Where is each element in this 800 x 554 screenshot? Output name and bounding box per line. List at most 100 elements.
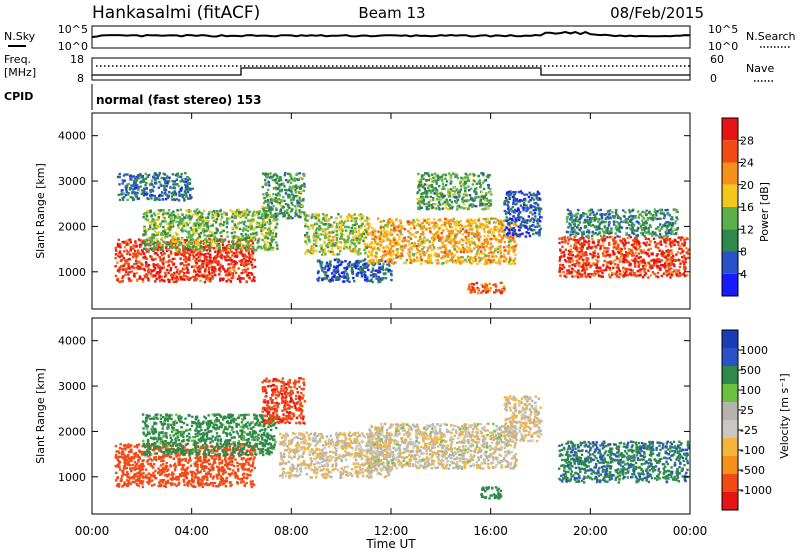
power-echo-cell [204, 252, 207, 256]
power-echo-cell [170, 198, 174, 201]
power-echo-cell [479, 197, 482, 200]
power-echo-cell [453, 254, 457, 257]
power-echo-cell [506, 219, 510, 222]
power-echo-cell [170, 252, 173, 255]
power-echo-cell [538, 228, 541, 232]
power-echo-cell [268, 247, 272, 250]
power-echo-cell [384, 224, 387, 227]
power-echo-cell [195, 242, 198, 246]
power-echo-cell [437, 262, 440, 265]
power-echo-cell [437, 247, 441, 250]
power-echo-cell [296, 172, 299, 175]
power-echo-cell [266, 199, 270, 202]
power-echo-cell [263, 196, 266, 200]
power-echo-cell [407, 235, 410, 239]
power-echo-cell [150, 255, 154, 259]
power-echo-cell [455, 197, 459, 200]
power-echo-cell [181, 276, 184, 279]
power-echo-cell [152, 185, 156, 189]
power-echo-cell [420, 176, 424, 179]
power-echo-cell [299, 184, 302, 188]
power-echo-cell [303, 233, 307, 237]
power-echo-cell [350, 226, 354, 230]
power-echo-cell [463, 177, 466, 181]
power-echo-cell [171, 217, 175, 221]
power-echo-cell [322, 233, 326, 236]
power-echo-cell [408, 250, 412, 254]
power-echo-cell [396, 241, 399, 245]
power-echo-cell [262, 220, 266, 223]
power-echo-cell [630, 253, 633, 256]
power-echo-cell [642, 241, 645, 245]
power-echo-cell [335, 244, 338, 248]
power-echo-cell [508, 217, 511, 220]
power-echo-cell [483, 203, 487, 207]
power-echo-cell [197, 255, 200, 259]
power-echo-cell [442, 255, 445, 258]
power-echo-cell [194, 224, 197, 227]
power-echo-cell [340, 230, 343, 234]
power-echo-cell [240, 271, 243, 275]
power-echo-cell [470, 187, 473, 190]
power-echo-cell [449, 182, 452, 185]
power-echo-cell [535, 193, 539, 196]
power-echo-cell [527, 215, 531, 218]
power-echo-cell [243, 253, 247, 256]
power-echo-cell [303, 185, 306, 188]
power-echo-cell [195, 261, 198, 265]
power-echo-cell [486, 261, 490, 264]
power-echo-cell [360, 233, 363, 237]
power-echo-cell [434, 231, 438, 235]
power-echo-cell [512, 193, 516, 197]
power-echo-cell [218, 246, 222, 249]
power-echo-cell [380, 229, 383, 232]
power-echo-cell [524, 235, 527, 238]
power-echo-cell [240, 246, 244, 250]
power-echo-cell [392, 237, 395, 240]
power-echo-cell [179, 241, 183, 245]
power-echo-cell [272, 236, 275, 239]
power-echo-cell [376, 269, 379, 272]
power-echo-cell [580, 269, 584, 272]
power-echo-cell [339, 216, 342, 219]
power-echo-cell [148, 224, 152, 227]
power-echo-cell [291, 197, 294, 200]
power-echo-cell [248, 256, 251, 259]
power-echo-cell [364, 278, 367, 282]
power-echo-cell [355, 237, 358, 240]
power-echo-cell [219, 263, 222, 266]
power-echo-cell [446, 255, 450, 258]
power-echo-cell [201, 217, 205, 221]
power-echo-cell [379, 267, 383, 271]
power-echo-cell [359, 215, 362, 218]
power-echo-cell [515, 209, 519, 213]
power-echo-cell [512, 202, 515, 205]
power-echo-cell [677, 243, 680, 246]
power-echo-cell [282, 195, 285, 199]
power-echo-cell [514, 217, 517, 220]
power-echo-cell [447, 259, 450, 263]
power-echo-cell [415, 218, 419, 221]
power-echo-cell [470, 224, 473, 228]
power-echo-cell [160, 231, 163, 235]
power-echo-cell [509, 240, 512, 244]
power-echo-cell [348, 244, 352, 247]
power-echo-cell [345, 267, 349, 271]
power-echo-cell [172, 234, 175, 238]
power-echo-cell [183, 197, 186, 200]
power-echo-cell [291, 178, 295, 182]
power-echo-cell [359, 218, 362, 221]
power-echo-cell [183, 183, 187, 186]
power-echo-cell [493, 221, 496, 224]
power-echo-cell [448, 223, 451, 226]
power-echo-cell [255, 222, 258, 226]
power-echo-cell [160, 176, 163, 180]
power-echo-cell [203, 262, 207, 265]
power-echo-cell [380, 257, 384, 261]
power-echo-cell [303, 174, 306, 177]
power-echo-cell [456, 205, 459, 208]
power-echo-cell [482, 242, 485, 246]
power-echo-cell [197, 243, 201, 246]
power-echo-cell [149, 190, 152, 194]
power-echo-cell [452, 237, 455, 241]
